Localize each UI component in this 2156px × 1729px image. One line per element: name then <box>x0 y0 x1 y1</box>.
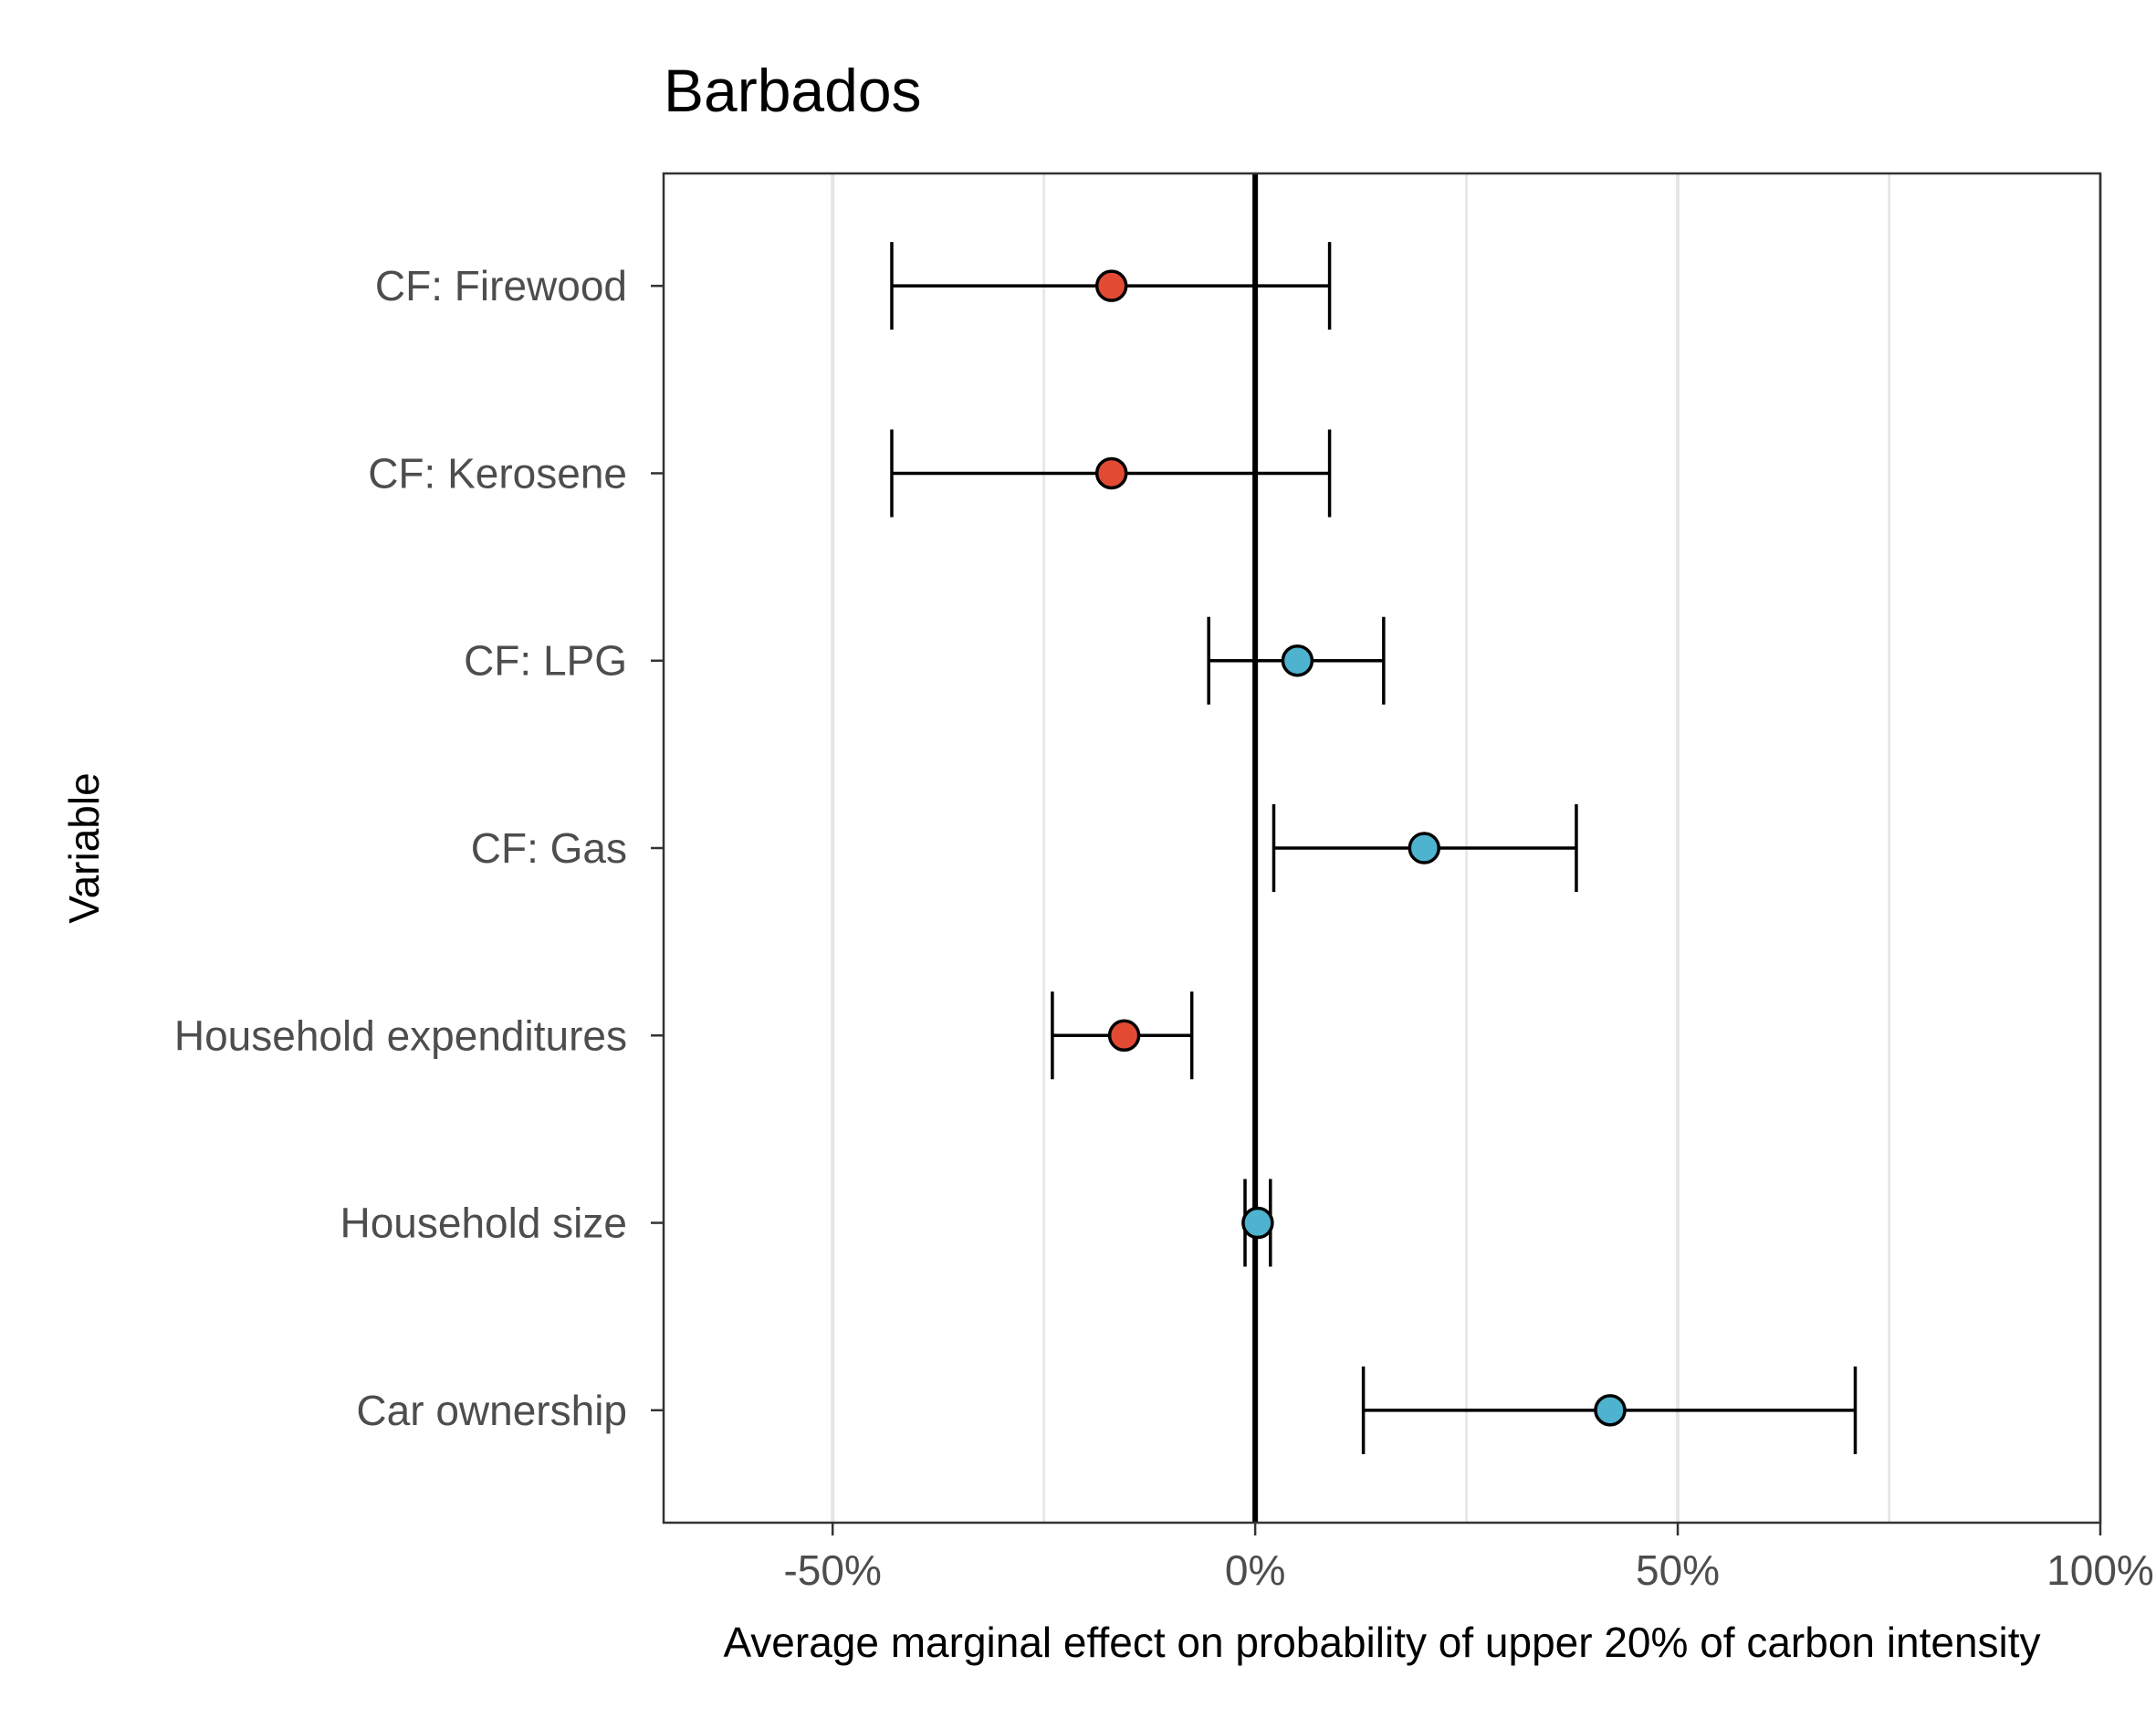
estimate-group <box>1207 616 1386 705</box>
y-tick-label: Household size <box>340 1200 627 1247</box>
chart-title: Barbados <box>664 57 922 124</box>
estimate-group <box>890 429 1332 518</box>
estimate-group <box>1361 1366 1858 1454</box>
estimate-point <box>1107 1019 1141 1053</box>
estimate-point <box>1594 1394 1627 1427</box>
x-tick-label: 100% <box>2046 1546 2154 1594</box>
estimate-group <box>1272 804 1578 892</box>
y-tick-label: Car ownership <box>356 1387 627 1434</box>
estimate-point <box>1241 1206 1274 1240</box>
y-axis-title: Variable <box>60 772 108 923</box>
estimate-point <box>1094 269 1128 302</box>
x-axis: -50% 0% 50% 100% <box>783 1523 2154 1594</box>
x-tick-label: 50% <box>1636 1546 1720 1594</box>
estimate-group <box>1241 1179 1274 1267</box>
y-tick-label: CF: Kerosene <box>368 449 627 497</box>
marks-layer <box>890 242 1858 1454</box>
x-tick-label: 0% <box>1225 1546 1285 1594</box>
estimate-point <box>1094 456 1128 490</box>
x-tick-label: -50% <box>783 1546 881 1594</box>
estimate-group <box>1051 991 1194 1080</box>
estimate-point <box>1408 832 1441 864</box>
y-tick-label: CF: Gas <box>471 824 627 872</box>
y-tick-label: CF: Firewood <box>375 262 627 309</box>
y-tick-label: Household expenditures <box>174 1011 627 1059</box>
estimate-point <box>1281 644 1314 677</box>
y-tick-label: CF: LPG <box>464 637 627 685</box>
y-axis: CF: Firewood CF: Kerosene CF: LPG CF: Gas Ho… <box>174 262 664 1434</box>
x-axis-title: Average marginal effect on probability o… <box>723 1619 2040 1666</box>
estimate-group <box>890 242 1332 330</box>
